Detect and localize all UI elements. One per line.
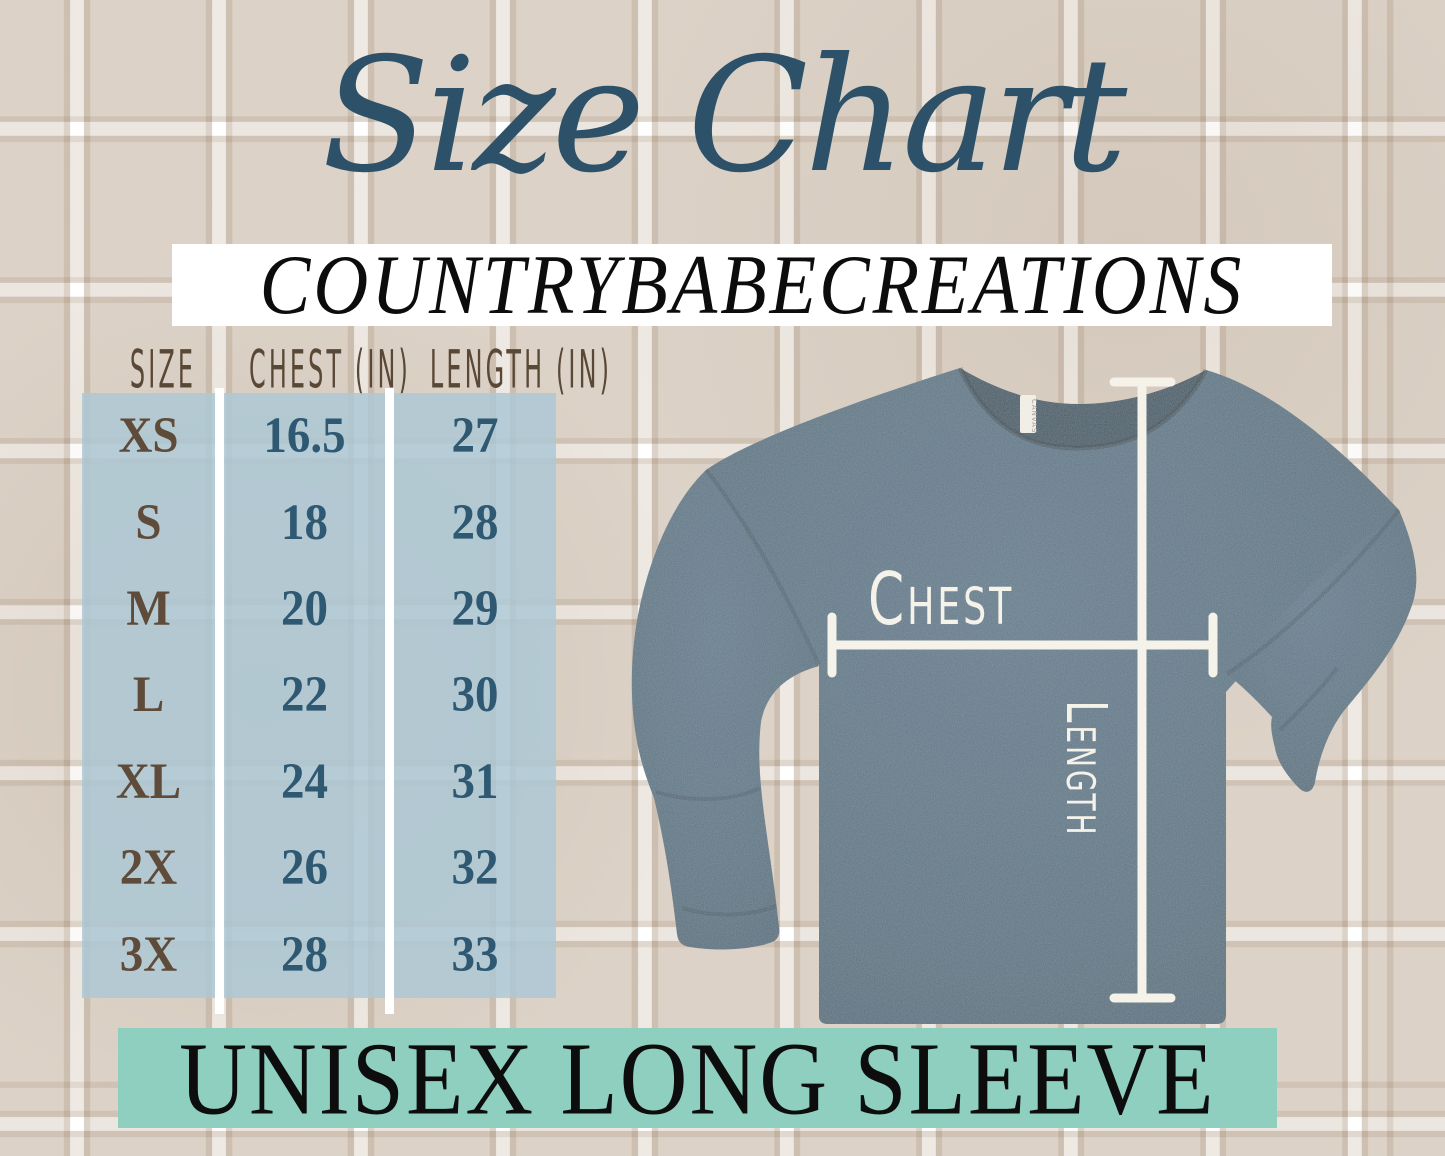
shirt-body-shape <box>706 368 1399 1024</box>
table-row-chest: 16.5 <box>263 408 346 465</box>
column-divider <box>215 388 224 1014</box>
table-row-length: 29 <box>451 580 499 638</box>
table-row-length: 30 <box>451 667 499 724</box>
length-column: 27 28 29 30 31 32 33 <box>394 393 556 998</box>
table-row-length: 28 <box>451 494 499 551</box>
table-row-chest: 18 <box>281 494 328 551</box>
table-row-length: 33 <box>451 926 499 983</box>
neck-tag-text: CANVAS <box>1030 399 1038 434</box>
column-header-size: SIZE <box>129 338 197 401</box>
table-row-size: XL <box>115 753 182 810</box>
size-column: XS S M L XL 2X 3X <box>82 393 215 998</box>
column-divider <box>385 388 394 1014</box>
shirt-right-sleeve-shape <box>1227 510 1417 792</box>
shirt-graphic: CANVAS Chest Length <box>631 366 1417 1024</box>
chest-column: 16.5 18 20 22 24 26 28 <box>224 393 385 998</box>
page-title: Size Chart <box>321 24 1128 208</box>
column-header-chest: CHEST (IN) <box>248 338 412 401</box>
chest-label: Chest <box>868 557 1014 641</box>
brand-banner: COUNTRYBABECREATIONS <box>172 237 1332 331</box>
length-label: Length <box>1053 700 1118 838</box>
collar-rim <box>957 366 1209 451</box>
table-row-size: M <box>126 580 171 638</box>
table-row-chest: 24 <box>281 753 328 810</box>
neck-tag <box>1020 395 1036 433</box>
table-row-length: 27 <box>451 408 499 465</box>
table-row-size: 2X <box>119 840 178 897</box>
table-row-chest: 28 <box>281 926 328 983</box>
table-row-chest: 26 <box>281 840 328 897</box>
brand-name: COUNTRYBABECREATIONS <box>259 237 1245 332</box>
shirt-left-sleeve-shape <box>631 470 819 950</box>
product-banner: UNISEX LONG SLEEVE <box>118 1020 1277 1136</box>
fabric-folds <box>655 468 1401 917</box>
shirt-shape-group: CANVAS <box>631 366 1417 1024</box>
measurement-guides <box>827 377 1218 1003</box>
table-row-size: L <box>132 667 165 724</box>
column-header-length: LENGTH (IN) <box>429 338 613 401</box>
product-name: UNISEX LONG SLEEVE <box>179 1020 1216 1136</box>
table-row-size: S <box>135 494 162 551</box>
table-row-chest: 22 <box>281 667 328 724</box>
table-row-size: 3X <box>119 926 178 983</box>
table-row-length: 31 <box>451 753 499 810</box>
table-row-size: XS <box>118 408 179 465</box>
table-row-length: 32 <box>451 840 499 897</box>
table-row-chest: 20 <box>281 580 328 638</box>
